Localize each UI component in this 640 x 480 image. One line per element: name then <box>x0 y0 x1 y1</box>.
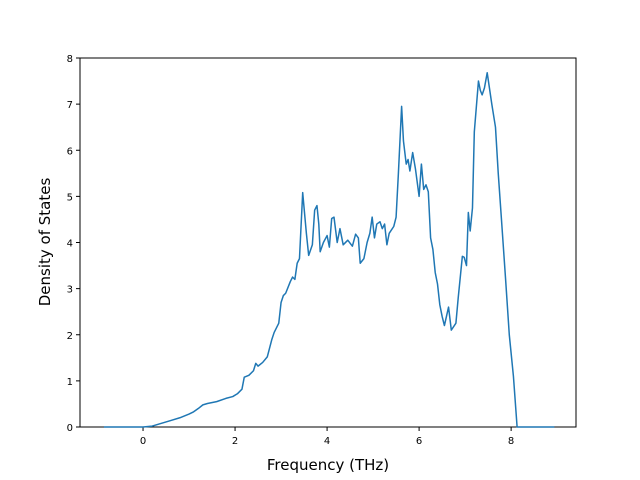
y-tick-label: 4 <box>67 239 73 250</box>
y-tick-label: 8 <box>67 54 73 65</box>
x-tick-label: 6 <box>416 436 422 447</box>
line <box>103 72 555 428</box>
y-tick-label: 6 <box>67 146 73 157</box>
x-axis-label: Frequency (THz) <box>267 456 389 474</box>
y-tick-label: 3 <box>67 285 73 296</box>
x-tick-label: 2 <box>232 436 238 447</box>
x-tick-label: 0 <box>140 436 146 447</box>
y-tick-label: 7 <box>67 100 73 111</box>
y-tick-label: 5 <box>67 192 73 203</box>
x-tick-label: 8 <box>508 436 514 447</box>
y-tick-label: 0 <box>67 423 73 434</box>
x-tick-label: 4 <box>324 436 330 447</box>
y-tick-label: 2 <box>67 331 73 342</box>
y-tick-label: 1 <box>67 377 73 388</box>
y-axis-label: Density of States <box>36 178 54 307</box>
